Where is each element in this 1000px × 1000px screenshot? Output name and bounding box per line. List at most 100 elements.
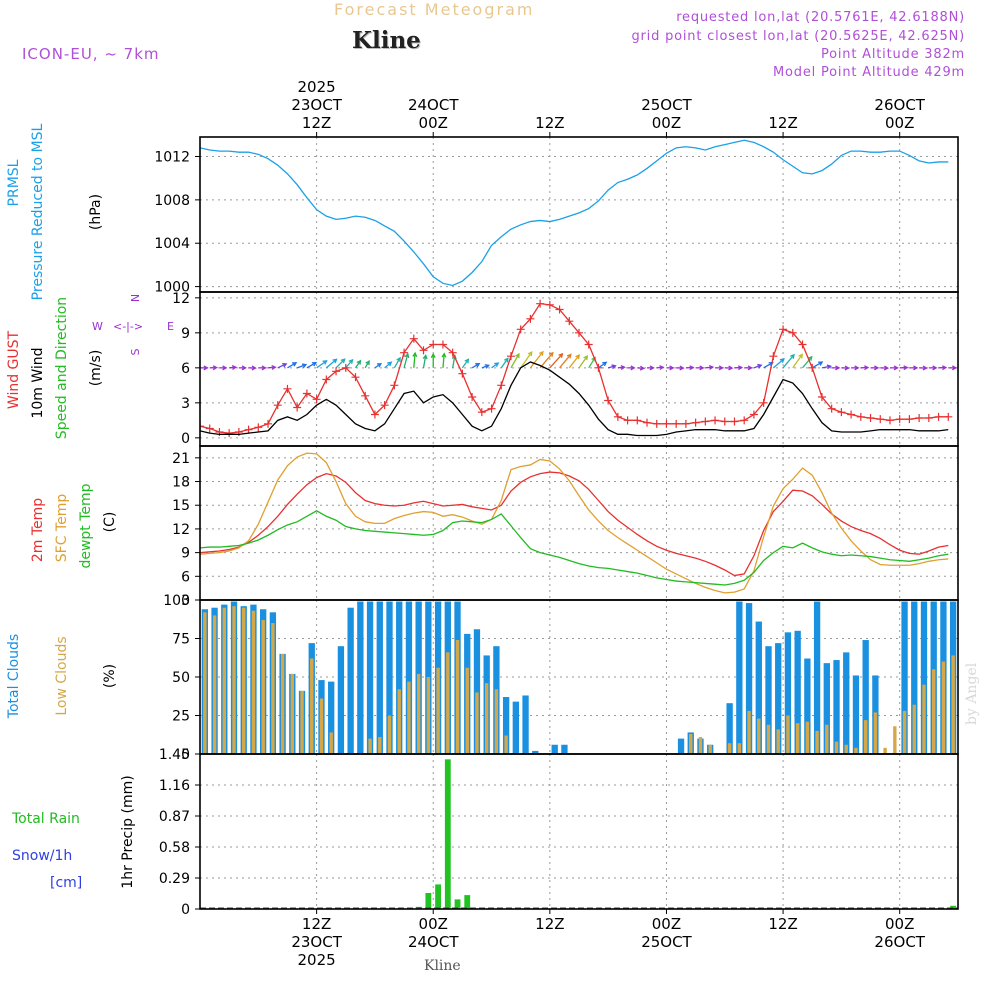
y-tick-label: 3 — [181, 396, 190, 412]
wind-arrow-head — [630, 365, 636, 371]
gust-marker — [584, 340, 593, 349]
y-tick-label: 12 — [172, 291, 190, 307]
gust-marker — [769, 352, 778, 361]
y-tick-label: 1008 — [154, 193, 190, 209]
series-bar — [300, 690, 304, 754]
wind-arrow-head — [807, 355, 813, 361]
y-tick-label: 0.87 — [159, 809, 190, 825]
top-time-label: 26OCT — [874, 96, 925, 114]
wind-arrow-head — [649, 365, 655, 371]
wind-direction-arrow — [529, 351, 544, 369]
series-bar — [368, 738, 372, 754]
wind-arrow-head — [251, 365, 257, 371]
wind-direction-arrow — [442, 353, 445, 368]
wind-arrow-head — [261, 365, 267, 371]
plot-marks — [200, 139, 958, 909]
series-bar — [823, 663, 830, 754]
wind-arrow-head — [301, 363, 308, 369]
gust-marker — [312, 395, 321, 404]
series-bar — [416, 673, 421, 754]
wind-arrow-head — [527, 350, 533, 357]
precip-marks — [200, 759, 958, 909]
y-tick-label: 6 — [181, 569, 190, 585]
wind-arrow-head — [942, 365, 948, 371]
gust-marker — [924, 414, 933, 422]
series-bar — [396, 601, 403, 754]
series-bar — [502, 697, 510, 754]
series-bar — [833, 660, 840, 754]
series-bar — [794, 630, 801, 754]
series-bar — [775, 643, 782, 754]
series-bar — [950, 905, 957, 909]
wind-direction-arrow — [316, 360, 327, 369]
series-bar — [932, 669, 936, 754]
gust-marker — [817, 393, 826, 401]
series-bar — [784, 632, 792, 754]
top-time-label: 2025 — [298, 78, 336, 96]
wind-arrow-head — [222, 365, 228, 371]
wind-direction-arrow — [413, 353, 416, 368]
gust-marker — [341, 363, 350, 372]
gust-marker — [672, 419, 681, 428]
gust-marker — [633, 416, 642, 425]
series-bar — [813, 601, 821, 754]
series-bar — [280, 653, 285, 754]
wind-arrow-head — [689, 365, 695, 371]
gust-marker — [400, 348, 409, 357]
gust-marker — [934, 412, 943, 421]
wind-direction-arrow — [384, 361, 392, 369]
series-bar — [843, 652, 850, 754]
gust-marker — [555, 305, 564, 314]
series-bar — [446, 652, 450, 754]
panel-frame — [199, 291, 959, 447]
top-time-label: 00Z — [419, 114, 448, 132]
wind-direction-arrow — [811, 361, 823, 369]
wind-arrow-head — [903, 365, 909, 371]
gust-marker — [536, 299, 545, 308]
wind-arrow-head — [484, 364, 490, 369]
gust-marker — [200, 422, 204, 431]
panel-label: Wind GUST — [6, 330, 22, 409]
wind-arrow-head — [422, 354, 428, 360]
series-bar — [776, 729, 780, 754]
gust-marker — [575, 328, 583, 337]
gust-marker — [701, 417, 710, 426]
wind-direction-arrow — [559, 354, 572, 369]
series-bar — [804, 658, 811, 754]
series-bar — [436, 667, 440, 754]
wind-direction-arrow — [588, 357, 596, 369]
wind-direction-arrow — [471, 363, 480, 369]
series-bar — [765, 646, 772, 754]
wind-arrow-head — [212, 365, 218, 371]
wind-arrow-head — [464, 358, 470, 364]
series-line — [200, 452, 949, 594]
wind-arrow-head — [883, 365, 890, 371]
series-bar — [426, 677, 431, 754]
compass-east: E — [167, 320, 174, 333]
y-tick-label: 9 — [181, 326, 190, 342]
series-bar — [378, 737, 382, 754]
series-bar — [561, 744, 568, 754]
wind-arrow-head — [503, 357, 509, 363]
series-bar — [454, 899, 461, 909]
wind-arrow-head — [376, 362, 383, 368]
bottom-time-label: 23OCT — [291, 933, 342, 951]
series-bar — [455, 640, 460, 754]
wind-arrow-head — [441, 352, 447, 358]
temperature-marks — [200, 452, 949, 594]
series-bar — [893, 726, 897, 754]
y-tick-label: 1.16 — [159, 778, 190, 794]
gust-marker — [779, 325, 788, 334]
series-bar — [366, 601, 374, 754]
gust-marker — [837, 408, 846, 417]
series-bar — [347, 607, 354, 754]
wind-arrow-head — [718, 365, 724, 371]
panel-label: (m/s) — [88, 350, 104, 387]
panel-label: Snow/1h — [12, 848, 72, 864]
wind-arrow-head — [620, 365, 626, 371]
wind-arrow-head — [893, 365, 899, 371]
gust-marker — [759, 398, 768, 407]
wind-arrow-head — [747, 365, 753, 371]
series-bar — [464, 895, 471, 909]
gust-marker — [885, 416, 894, 425]
